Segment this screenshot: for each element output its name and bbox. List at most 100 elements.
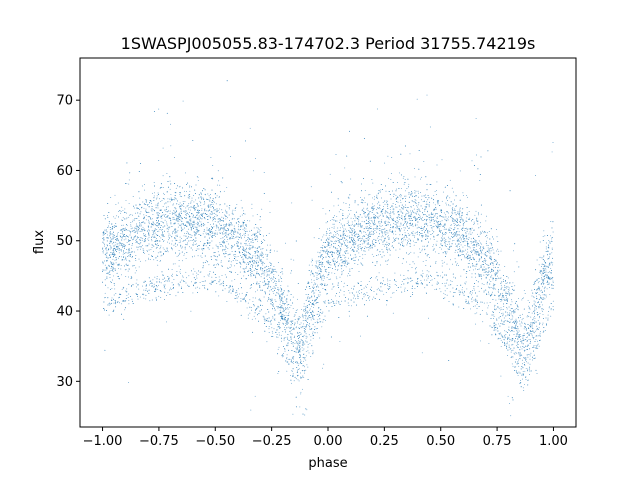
- data-point: [320, 321, 322, 323]
- data-point: [533, 331, 534, 333]
- data-point: [375, 215, 377, 216]
- data-point: [416, 224, 418, 226]
- data-point: [501, 286, 503, 288]
- data-point: [309, 300, 310, 302]
- data-point: [531, 289, 533, 291]
- data-point: [342, 209, 344, 211]
- data-point: [529, 369, 530, 371]
- data-point: [453, 224, 455, 226]
- data-point: [214, 201, 216, 203]
- data-point: [529, 367, 531, 369]
- data-point: [392, 233, 394, 235]
- data-point: [292, 296, 294, 298]
- data-point: [403, 222, 405, 224]
- data-point: [276, 306, 278, 307]
- data-point: [237, 293, 238, 295]
- data-point: [103, 250, 104, 252]
- data-point: [393, 210, 395, 212]
- data-point: [386, 304, 388, 306]
- data-point: [114, 194, 116, 196]
- data-point: [240, 297, 242, 299]
- data-point: [351, 221, 353, 223]
- data-point: [195, 226, 197, 228]
- data-point: [114, 288, 116, 290]
- data-point: [449, 245, 451, 247]
- data-point: [210, 204, 212, 205]
- data-point: [347, 302, 349, 304]
- data-point: [268, 328, 270, 330]
- data-point: [469, 247, 471, 249]
- data-point: [473, 221, 475, 223]
- data-point: [551, 277, 552, 279]
- data-point: [503, 286, 505, 288]
- data-point: [439, 247, 441, 248]
- data-point: [545, 317, 547, 319]
- data-point: [334, 240, 336, 242]
- data-point: [336, 249, 338, 251]
- data-point: [230, 286, 232, 288]
- data-point: [163, 192, 165, 194]
- data-point: [320, 282, 322, 284]
- data-point: [492, 284, 494, 286]
- data-point: [519, 320, 521, 322]
- data-point: [336, 233, 338, 235]
- data-point: [480, 222, 482, 224]
- data-point: [125, 227, 126, 229]
- data-point: [360, 335, 361, 337]
- data-point: [280, 272, 282, 273]
- data-point: [327, 274, 329, 276]
- data-point: [322, 321, 324, 323]
- data-point: [391, 205, 393, 206]
- data-point: [312, 331, 314, 333]
- data-point: [136, 239, 138, 241]
- data-point: [295, 342, 297, 344]
- data-point: [531, 295, 533, 297]
- data-point: [262, 253, 264, 255]
- data-point: [201, 248, 203, 250]
- data-point: [433, 244, 434, 246]
- data-point: [138, 229, 140, 231]
- data-point: [271, 330, 273, 332]
- data-point: [135, 255, 137, 257]
- data-point: [195, 275, 197, 277]
- data-point: [337, 268, 339, 270]
- data-point: [115, 303, 116, 305]
- data-point: [367, 241, 369, 243]
- data-point: [240, 233, 241, 235]
- data-point: [387, 236, 388, 238]
- data-point: [300, 391, 302, 393]
- data-point: [250, 307, 252, 309]
- data-point: [339, 234, 341, 236]
- data-point: [107, 236, 109, 238]
- data-point: [141, 185, 143, 187]
- data-point: [180, 241, 181, 243]
- data-point: [512, 356, 514, 358]
- data-point: [436, 235, 438, 237]
- data-point: [255, 265, 257, 267]
- data-point: [218, 211, 220, 213]
- data-point: [499, 269, 501, 271]
- data-point: [292, 373, 294, 375]
- data-point: [111, 243, 113, 245]
- data-point: [207, 240, 209, 242]
- data-point: [462, 192, 464, 194]
- data-point: [306, 326, 307, 328]
- data-point: [348, 213, 350, 215]
- data-point: [279, 326, 281, 328]
- data-point: [413, 252, 415, 254]
- data-point: [359, 246, 361, 248]
- data-point: [268, 232, 270, 234]
- data-point: [172, 218, 174, 220]
- data-point: [163, 214, 165, 216]
- data-point: [129, 234, 131, 236]
- data-point: [178, 219, 180, 221]
- data-point: [158, 227, 159, 229]
- data-point: [179, 216, 181, 218]
- data-point: [323, 363, 325, 365]
- data-point: [336, 220, 338, 222]
- data-point: [156, 229, 158, 231]
- data-point: [302, 340, 303, 342]
- data-point: [326, 253, 328, 254]
- data-point: [156, 197, 158, 199]
- data-point: [395, 204, 397, 205]
